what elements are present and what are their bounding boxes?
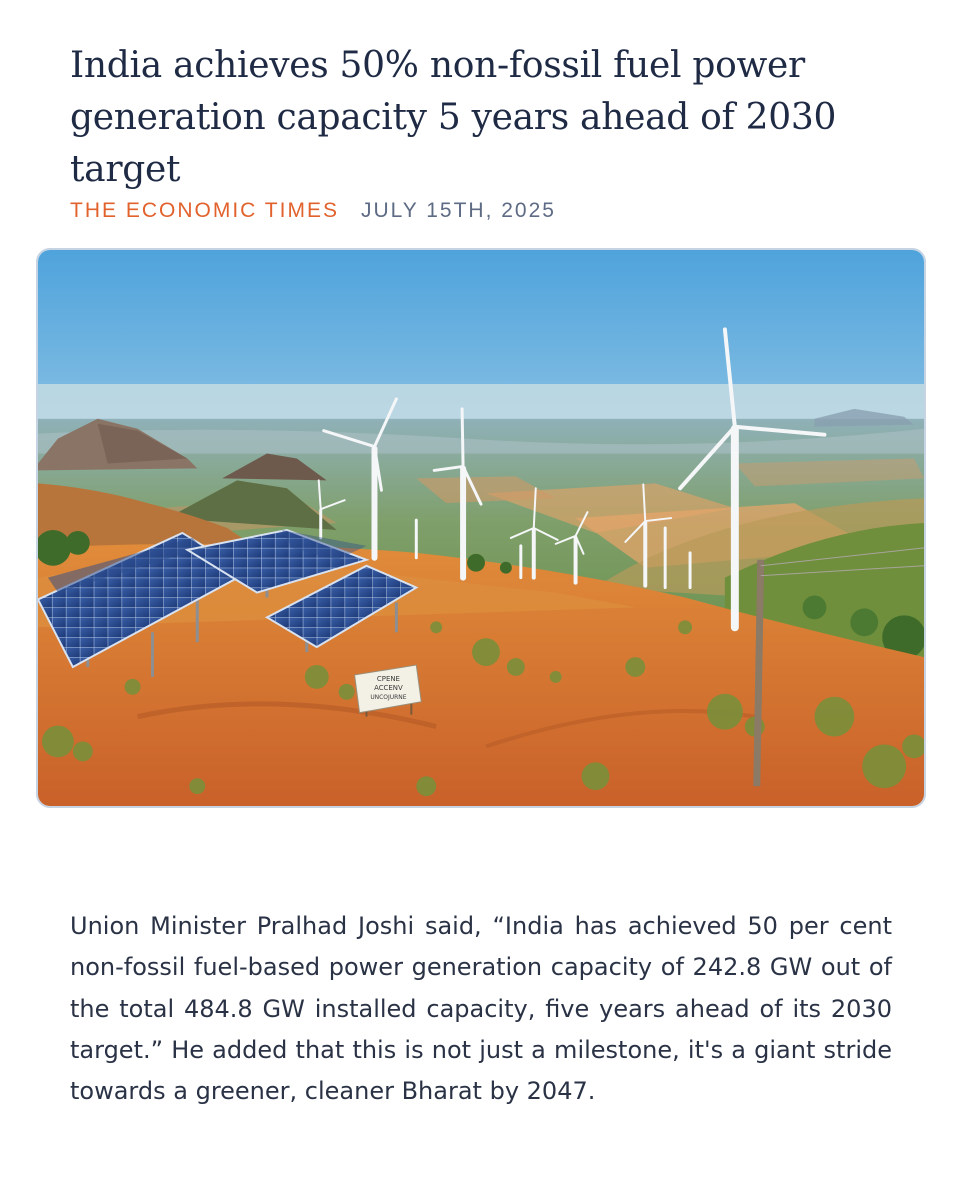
field-sign: CPENE ACCENV UNCOJURNE xyxy=(354,664,422,717)
headline: India achieves 50% non-fossil fuel power… xyxy=(70,45,837,190)
publish-date: JULY 15TH, 2025 xyxy=(360,199,556,222)
hero-image: CPENE ACCENV UNCOJURNE xyxy=(36,248,926,808)
sign-line-1: CPENE xyxy=(377,675,400,683)
sign-line-3: UNCOJURNE xyxy=(370,694,406,701)
article-body: Union Minister Pralhad Joshi said, “Indi… xyxy=(70,912,892,1106)
source-name[interactable]: THE ECONOMIC TIMES xyxy=(70,199,339,222)
renewable-energy-landscape-illustration: CPENE ACCENV UNCOJURNE xyxy=(38,250,924,806)
byline: THE ECONOMIC TIMES JULY 15TH, 2025 xyxy=(70,199,556,223)
sign-line-2: ACCENV xyxy=(374,684,403,692)
